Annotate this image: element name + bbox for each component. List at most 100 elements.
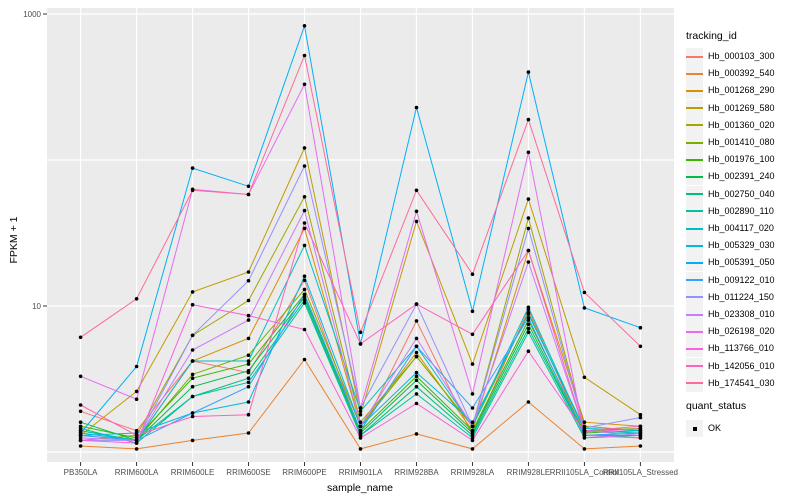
- line-swatch-icon: [686, 279, 703, 282]
- data-point: [302, 221, 307, 225]
- legend: tracking_id Hb_000103_300 Hb_000392_540 Hb…: [684, 0, 800, 500]
- data-point: [246, 362, 251, 366]
- legend-key: [686, 420, 703, 437]
- x-tick-label: RRIM600LE: [171, 468, 215, 477]
- data-point: [638, 412, 643, 417]
- data-point: [414, 319, 419, 323]
- data-point: [246, 400, 251, 404]
- data-point: [582, 433, 587, 438]
- data-point: [526, 260, 531, 264]
- data-point: [302, 278, 307, 283]
- x-tick-label: PB350LA: [64, 468, 98, 477]
- data-point: [526, 248, 531, 253]
- data-point: [246, 313, 251, 318]
- legend-title-quant-status: quant_status: [686, 400, 747, 412]
- data-point: [470, 332, 475, 337]
- legend-item-label: Hb_026198_020: [708, 326, 775, 337]
- data-point: [358, 428, 363, 433]
- line-swatch-icon: [686, 175, 703, 178]
- line-swatch-icon: [686, 89, 703, 92]
- legend-item-label: Hb_001360_020: [708, 119, 775, 130]
- data-point: [246, 384, 251, 389]
- legend-key: [686, 340, 703, 358]
- legend-key: [686, 374, 703, 392]
- legend-key: [686, 185, 703, 203]
- data-point: [302, 287, 307, 292]
- data-point: [302, 195, 307, 199]
- data-point: [190, 438, 195, 443]
- legend-key: [686, 151, 703, 169]
- data-point: [526, 70, 531, 74]
- data-point: [526, 117, 531, 122]
- data-point: [302, 327, 307, 332]
- data-point: [78, 433, 83, 438]
- data-point: [358, 409, 363, 414]
- data-point: [582, 420, 587, 425]
- data-point: [526, 349, 531, 354]
- legend-key: [686, 202, 703, 220]
- data-point: [190, 376, 195, 381]
- data-point: [526, 312, 531, 316]
- data-point: [526, 216, 531, 220]
- x-tick-label: RRII105LA_Stressed: [603, 468, 678, 477]
- data-point: [358, 447, 363, 451]
- data-point: [470, 424, 475, 429]
- data-point: [302, 298, 307, 302]
- data-point: [358, 330, 363, 335]
- data-point: [190, 333, 195, 338]
- data-point: [190, 394, 195, 399]
- x-tick-label: RRIM600LA: [115, 468, 159, 477]
- data-point: [414, 378, 419, 383]
- data-point: [470, 272, 475, 277]
- data-point: [246, 353, 251, 358]
- data-point: [246, 184, 251, 189]
- data-point: [414, 209, 419, 214]
- data-point: [246, 359, 251, 363]
- legend-key: [686, 306, 703, 323]
- y-tick-label: 10: [32, 302, 41, 311]
- data-point: [470, 406, 475, 410]
- x-tick-label: RRIM928LA: [451, 468, 495, 477]
- line-swatch-icon: [686, 313, 703, 316]
- data-point: [246, 380, 251, 385]
- legend-key: [686, 134, 703, 151]
- data-point: [638, 444, 643, 448]
- data-point: [414, 432, 419, 436]
- data-point: [470, 362, 475, 366]
- line-swatch-icon: [686, 55, 703, 58]
- x-tick-label: RRII105LA_Control: [550, 468, 620, 477]
- data-point: [414, 384, 419, 389]
- data-point: [246, 412, 251, 417]
- legend-key: [686, 99, 703, 117]
- data-point: [246, 298, 251, 303]
- data-point: [302, 295, 307, 299]
- data-point: [414, 354, 419, 359]
- line-swatch-icon: [686, 244, 703, 247]
- legend-item-label: Hb_005391_050: [708, 257, 775, 268]
- y-tick-label: 1000: [23, 10, 41, 19]
- data-point: [302, 164, 307, 168]
- data-point: [358, 433, 363, 438]
- legend-key: [686, 220, 703, 237]
- data-point: [470, 433, 475, 438]
- data-point: [302, 24, 307, 28]
- axis-tick-labels: PB350LA RRIM600LA RRIM600LE RRIM600SE RRIM60…: [23, 10, 678, 477]
- line-swatch-icon: [686, 107, 703, 110]
- data-point: [358, 342, 363, 346]
- legend-key: [686, 116, 703, 134]
- legend-item-label: Hb_001410_080: [708, 137, 775, 147]
- ok-point-icon: [692, 426, 697, 431]
- legend-key: [686, 82, 703, 100]
- legend-key: [686, 48, 703, 65]
- data-point: [190, 359, 195, 363]
- legend-key: [686, 288, 703, 306]
- legend-key: [686, 65, 703, 83]
- x-tick-label: RRIM600PE: [282, 468, 326, 477]
- data-point: [190, 166, 195, 170]
- legend-item-label: Hb_004117_020: [708, 223, 774, 233]
- data-point: [582, 426, 587, 430]
- data-point: [190, 348, 195, 352]
- line-swatch-icon: [686, 210, 703, 213]
- data-point: [470, 436, 475, 440]
- data-point: [78, 374, 83, 379]
